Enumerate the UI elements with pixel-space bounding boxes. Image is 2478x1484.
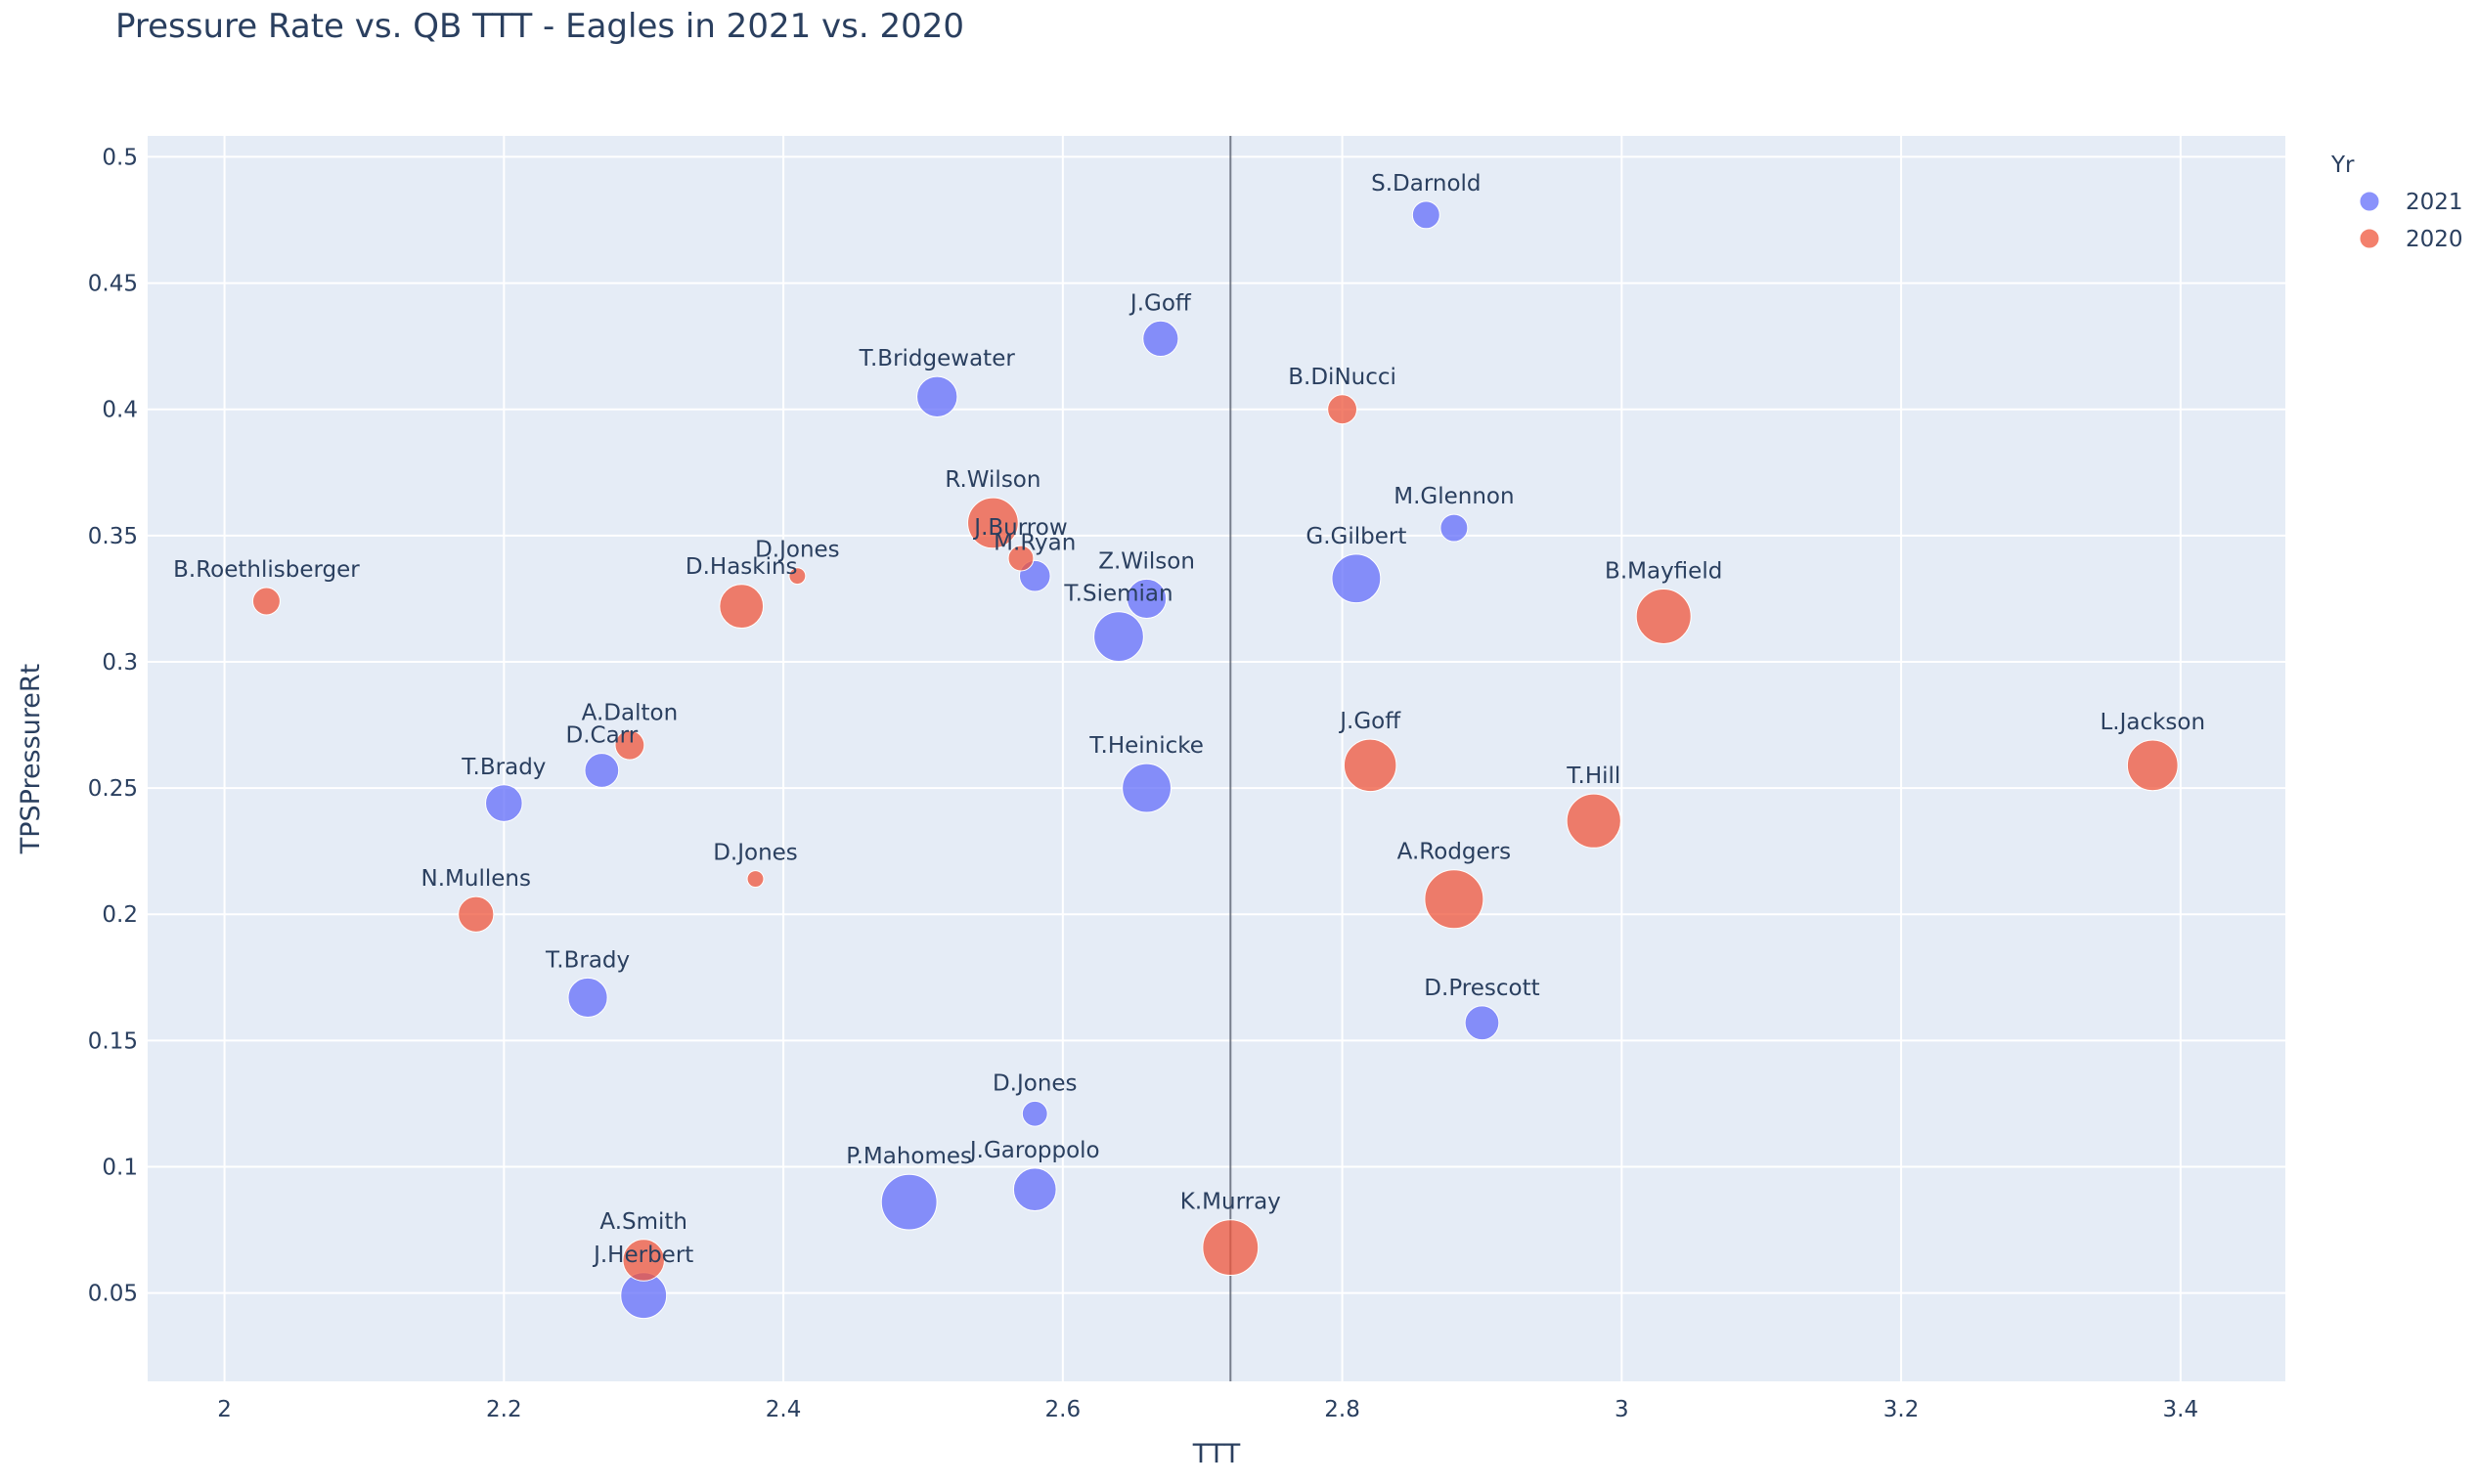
point-marker-2020[interactable] (1635, 588, 1692, 644)
point-label: D.Jones (755, 538, 840, 563)
point-marker-2021[interactable] (1439, 513, 1469, 543)
x-tick-label: 2.6 (1045, 1397, 1082, 1422)
point-marker-2021[interactable] (916, 375, 958, 417)
point-marker-2021[interactable] (1142, 320, 1179, 357)
x-tick-label: 2.4 (766, 1397, 802, 1422)
point-label: B.Mayfield (1605, 558, 1722, 584)
point-label: D.Jones (713, 841, 798, 866)
point-marker-2021[interactable] (567, 977, 608, 1019)
point-label: D.Haskins (686, 554, 798, 580)
legend-item-2020[interactable]: 2020 (2359, 227, 2463, 252)
point-marker-2021[interactable] (1122, 763, 1172, 813)
point-label: M.Glennon (1394, 484, 1514, 509)
point-marker-2020[interactable] (1202, 1219, 1260, 1277)
y-axis-label: TPSPressureRt (16, 664, 46, 855)
x-tick-label: 3.4 (2163, 1397, 2199, 1422)
point-marker-2020[interactable] (967, 497, 1019, 549)
y-tick-label: 0.3 (102, 650, 138, 676)
x-tick-label: 2.8 (1324, 1397, 1360, 1422)
point-marker-2020[interactable] (2126, 739, 2179, 792)
point-label: B.DiNucci (1288, 365, 1396, 390)
point-label: T.Brady (545, 947, 630, 973)
point-marker-2020[interactable] (251, 587, 281, 616)
point-label: T.Hill (1566, 764, 1620, 789)
point-label: D.Jones (993, 1070, 1078, 1096)
y-tick-label: 0.5 (102, 145, 138, 170)
point-label: R.Wilson (945, 467, 1040, 493)
y-tick-label: 0.45 (88, 272, 138, 297)
point-marker-2020[interactable] (622, 1239, 665, 1282)
point-marker-2021[interactable] (485, 784, 523, 822)
point-label: Z.Wilson (1098, 548, 1195, 574)
x-axis-label: TTT (1192, 1439, 1241, 1469)
y-axis-ticks: 0.05 0.1 0.15 0.2 0.25 0.3 0.35 0.4 0.45 0.5 (88, 145, 138, 1306)
x-tick-label: 3 (1615, 1397, 1629, 1422)
x-axis-ticks: 2 2.2 2.4 2.6 2.8 3 3.2 3.4 (217, 1397, 2198, 1422)
point-marker-2020[interactable] (458, 895, 495, 933)
point-label: J.Burrow (972, 515, 1067, 541)
point-marker-2020[interactable] (1424, 869, 1484, 930)
point-marker-2020[interactable] (746, 870, 765, 889)
x-tick-label: 2.2 (486, 1397, 522, 1422)
y-tick-label: 0.1 (102, 1155, 138, 1180)
legend-label-2021: 2021 (2406, 190, 2463, 215)
point-marker-2020[interactable] (1007, 545, 1035, 572)
point-marker-2021[interactable] (1126, 578, 1168, 619)
point-label: G.Gilbert (1305, 524, 1406, 549)
point-marker-2021[interactable] (1021, 1100, 1048, 1127)
y-tick-label: 0.4 (102, 398, 138, 423)
point-label: N.Mullens (421, 866, 531, 892)
point-marker-2021[interactable] (1012, 1167, 1057, 1212)
point-label: D.Carr (566, 723, 639, 749)
legend-item-2021[interactable]: 2021 (2359, 190, 2463, 215)
point-label: P.Mahomes (846, 1144, 972, 1169)
point-label: J.Herbert (592, 1243, 693, 1268)
legend-marker-2020 (2359, 228, 2380, 249)
point-labels: S.Darnold J.Goff T.Bridgewater M.Glennon G.G… (173, 171, 2205, 1268)
markers (251, 200, 2179, 1320)
point-label: A.Rodgers (1397, 840, 1511, 865)
point-marker-2021[interactable] (880, 1173, 938, 1231)
point-label: M.Ryan (994, 530, 1076, 555)
point-marker-2020[interactable] (1343, 738, 1397, 793)
legend-label-2020: 2020 (2406, 227, 2463, 252)
point-marker-2021[interactable] (584, 753, 620, 788)
x-tick-label: 3.2 (1883, 1397, 1920, 1422)
point-marker-2020[interactable] (614, 729, 645, 761)
point-label: J.Goff (1128, 290, 1192, 316)
x-tick-label: 2 (217, 1397, 232, 1422)
point-label: J.Goff (1338, 709, 1401, 734)
point-label: T.Heinicke (1088, 733, 1204, 759)
y-tick-label: 0.35 (88, 524, 138, 549)
point-marker-2020[interactable] (1566, 793, 1621, 849)
point-label: L.Jackson (2100, 710, 2205, 735)
gridlines (148, 136, 2285, 1381)
legend: Yr 2021 2020 (2330, 153, 2463, 252)
point-label: K.Murray (1180, 1190, 1281, 1215)
point-label: T.Siemian (1063, 582, 1173, 607)
point-label: A.Smith (599, 1209, 687, 1235)
point-marker-2020[interactable] (1327, 394, 1358, 425)
y-tick-label: 0.2 (102, 902, 138, 928)
point-label: J.Garoppolo (968, 1138, 1100, 1163)
chart-title: Pressure Rate vs. QB TTT - Eagles in 202… (115, 7, 964, 46)
point-label: B.Roethlisberger (173, 557, 360, 583)
y-tick-label: 0.15 (88, 1028, 138, 1054)
point-marker-2021[interactable] (1093, 611, 1144, 663)
legend-title: Yr (2330, 153, 2355, 178)
y-tick-label: 0.05 (88, 1282, 138, 1307)
point-label: A.Dalton (582, 700, 679, 725)
point-marker-2021[interactable] (1331, 553, 1382, 604)
y-tick-label: 0.25 (88, 776, 138, 802)
point-marker-2021[interactable] (1411, 200, 1440, 230)
point-label: S.Darnold (1371, 171, 1481, 196)
point-label: D.Prescott (1424, 976, 1539, 1001)
point-marker-2021[interactable] (1464, 1005, 1500, 1041)
legend-marker-2021 (2359, 191, 2380, 212)
point-marker-2020[interactable] (788, 567, 807, 586)
point-marker-2020[interactable] (719, 584, 765, 630)
point-label: T.Bridgewater (859, 346, 1016, 371)
point-label: T.Brady (461, 755, 546, 780)
